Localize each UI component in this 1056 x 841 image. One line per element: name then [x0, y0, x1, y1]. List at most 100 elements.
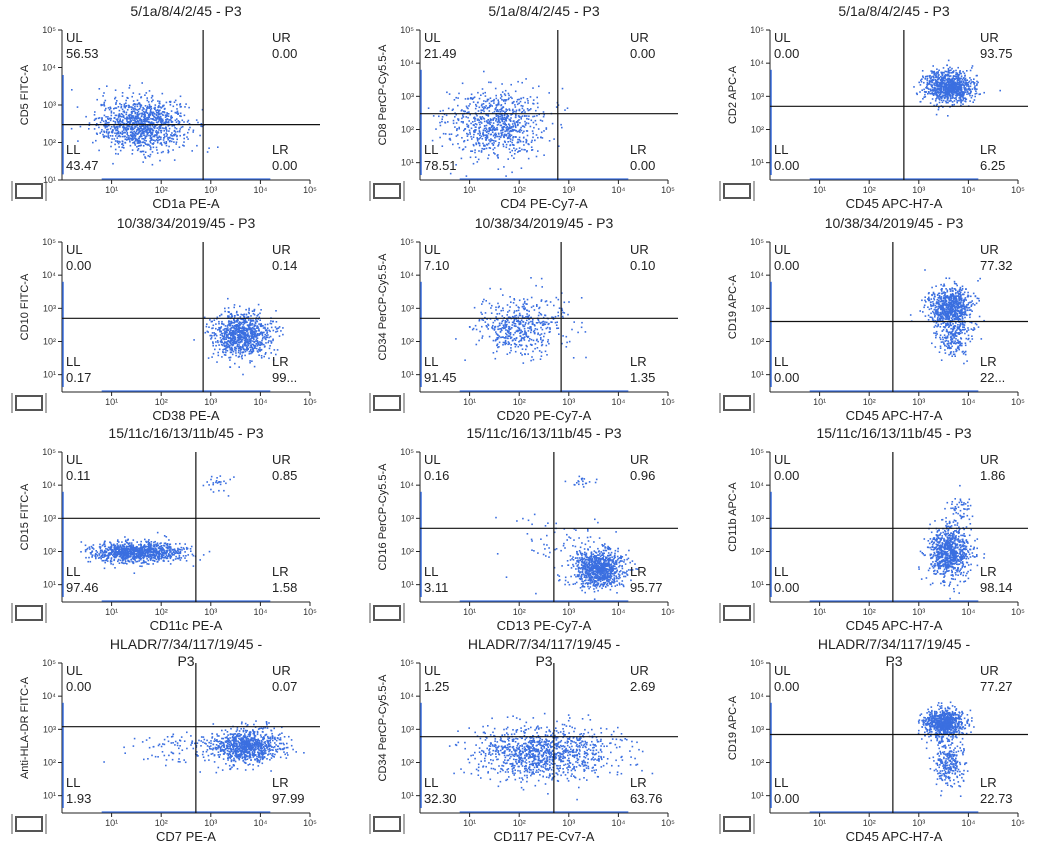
event-dot — [520, 339, 523, 342]
event-dot — [150, 107, 153, 110]
event-dot — [928, 292, 930, 294]
rectangle-gate-icon[interactable] — [11, 393, 47, 413]
event-dot — [514, 124, 517, 127]
event-dot — [487, 324, 490, 327]
event-dot — [109, 106, 112, 109]
event-dot — [501, 131, 504, 134]
event-dot — [132, 100, 135, 102]
y-tick-label: 10¹ — [751, 158, 764, 168]
event-dot — [920, 81, 923, 83]
event-dot — [951, 292, 954, 295]
event-dot — [568, 340, 571, 343]
event-dot — [171, 125, 173, 127]
event-dot — [527, 102, 529, 104]
y-tick-label: 10¹ — [401, 370, 414, 380]
event-dot — [146, 118, 149, 121]
event-dot — [932, 65, 934, 67]
rectangle-gate-icon[interactable] — [719, 181, 755, 201]
event-dot — [151, 113, 153, 115]
event-dot — [159, 129, 162, 132]
event-dot — [936, 97, 938, 99]
rectangle-gate-icon[interactable] — [369, 393, 405, 413]
event-dot — [501, 133, 503, 135]
event-dot — [251, 322, 254, 325]
event-dot — [151, 94, 154, 97]
event-dot — [132, 104, 135, 106]
event-dot — [259, 341, 261, 343]
event-dot — [924, 299, 926, 302]
event-dot — [511, 315, 514, 318]
event-dot — [444, 122, 447, 124]
event-dot — [156, 136, 158, 138]
event-dot — [237, 346, 239, 348]
rectangle-gate-icon[interactable] — [11, 181, 47, 201]
event-dot — [960, 95, 962, 98]
event-dot — [96, 133, 98, 135]
event-dot — [948, 93, 950, 96]
event-dot — [167, 115, 170, 117]
event-dot — [487, 106, 489, 109]
event-dot — [236, 345, 238, 348]
event-dot — [485, 124, 488, 127]
event-dot — [282, 327, 284, 329]
event-dot — [102, 133, 104, 136]
event-dot — [243, 329, 246, 332]
event-dot — [974, 93, 977, 95]
event-dot — [177, 113, 179, 115]
event-dot — [951, 293, 954, 296]
event-dot — [959, 72, 962, 75]
event-dot — [150, 139, 152, 141]
event-dot — [456, 134, 459, 136]
event-dot — [479, 134, 481, 137]
event-dot — [527, 122, 530, 125]
event-dot — [139, 119, 141, 121]
event-dot — [966, 93, 968, 95]
event-dot — [141, 113, 143, 115]
event-dot — [120, 104, 123, 106]
event-dot — [945, 90, 947, 93]
event-dot — [956, 89, 958, 92]
event-dot — [929, 92, 931, 95]
event-dot — [121, 140, 124, 143]
event-dot — [503, 121, 506, 123]
event-dot — [921, 70, 924, 72]
event-dot — [152, 142, 155, 144]
event-dot — [943, 321, 945, 324]
event-dot — [275, 321, 278, 323]
event-dot — [246, 321, 248, 323]
event-dot — [509, 333, 512, 336]
event-dot — [467, 97, 469, 100]
event-dot — [519, 128, 522, 131]
event-dot — [928, 308, 931, 311]
event-dot — [243, 316, 246, 318]
event-dot — [956, 301, 958, 304]
event-dot — [937, 308, 939, 311]
x-tick-label: 10⁵ — [661, 397, 675, 407]
rectangle-gate-icon[interactable] — [369, 181, 405, 201]
y-tick-label: 10⁴ — [42, 270, 56, 280]
event-dot — [234, 321, 236, 323]
event-dot — [500, 107, 503, 110]
event-dot — [129, 144, 132, 147]
event-dot — [548, 342, 550, 345]
event-dot — [951, 97, 953, 99]
event-dot — [947, 318, 949, 321]
event-dot — [496, 154, 498, 157]
event-dot — [130, 127, 133, 129]
event-dot — [498, 324, 501, 327]
event-dot — [497, 143, 500, 146]
event-dot — [462, 148, 465, 150]
y-tick-label: 10⁴ — [400, 58, 414, 68]
event-dot — [530, 338, 533, 341]
event-dot — [240, 348, 243, 350]
event-dot — [148, 103, 151, 106]
event-dot — [942, 79, 944, 82]
event-dot — [961, 288, 964, 290]
event-dot — [248, 307, 250, 310]
event-dot — [962, 98, 965, 100]
event-dot — [965, 98, 968, 100]
event-dot — [179, 112, 182, 115]
quadrant-percent-ul: 7.10 — [424, 258, 449, 273]
event-dot — [224, 347, 227, 350]
event-dot — [158, 129, 160, 131]
